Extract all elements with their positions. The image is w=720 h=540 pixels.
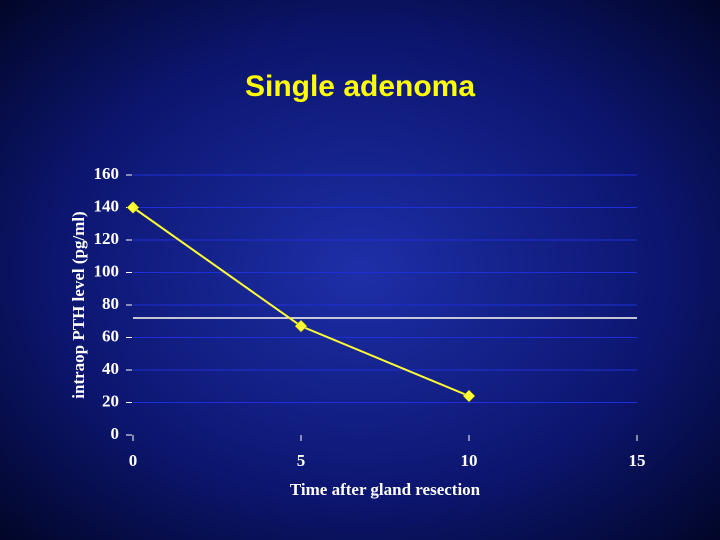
chart-title: Single adenoma <box>245 70 475 103</box>
x-tick-label: 10 <box>461 451 478 470</box>
y-tick-label: 20 <box>102 391 119 410</box>
y-axis-label: intraop PTH level (pg/ml) <box>69 211 88 398</box>
data-marker <box>294 319 308 333</box>
y-tick-label: 60 <box>102 326 119 345</box>
y-tick-label: 140 <box>94 196 120 215</box>
x-tick-label: 5 <box>297 451 306 470</box>
x-tick-label: 15 <box>629 451 646 470</box>
y-tick-label: 80 <box>102 294 119 313</box>
y-tick-label: 0 <box>111 424 120 443</box>
data-marker <box>462 389 476 403</box>
x-tick-label: 0 <box>129 451 138 470</box>
x-axis-label: Time after gland resection <box>290 480 481 499</box>
y-tick-label: 40 <box>102 359 119 378</box>
y-tick-label: 120 <box>94 229 120 248</box>
y-tick-label: 160 <box>94 164 120 183</box>
y-tick-label: 100 <box>94 261 120 280</box>
data-marker <box>126 201 140 214</box>
